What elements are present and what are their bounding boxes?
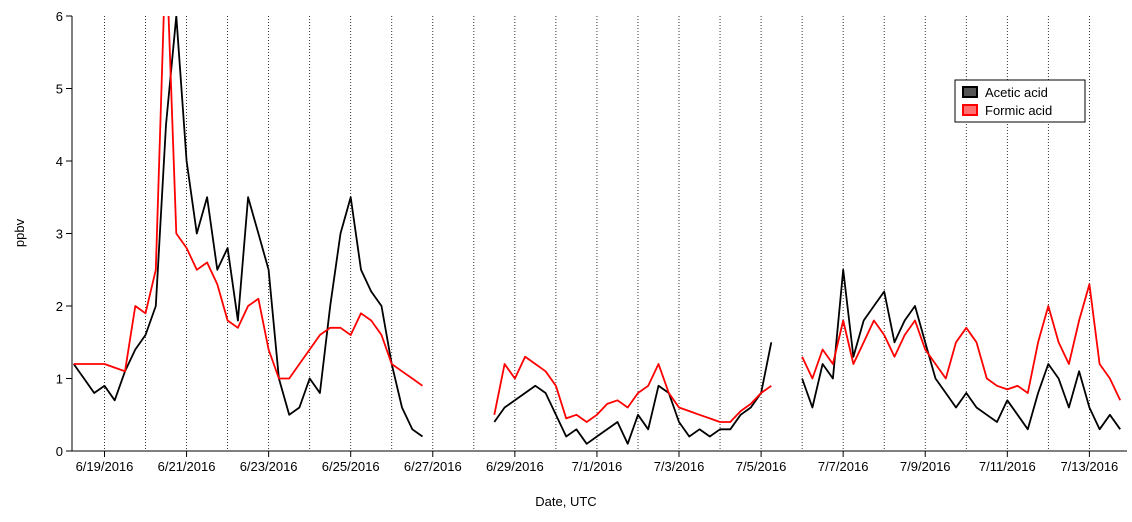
x-tick-label: 7/11/2016 bbox=[979, 459, 1036, 474]
x-tick-label: 6/29/2016 bbox=[486, 459, 544, 474]
x-tick-label: 7/1/2016 bbox=[572, 459, 623, 474]
x-tick-label: 6/21/2016 bbox=[158, 459, 216, 474]
x-tick-label: 7/9/2016 bbox=[900, 459, 951, 474]
legend: Acetic acid Formic acid bbox=[954, 79, 1086, 123]
x-tick-label: 6/23/2016 bbox=[240, 459, 298, 474]
x-tick-label: 7/3/2016 bbox=[654, 459, 705, 474]
x-tick-label: 6/25/2016 bbox=[322, 459, 380, 474]
x-tick-label: 7/5/2016 bbox=[736, 459, 787, 474]
y-tick-label: 1 bbox=[56, 372, 63, 387]
series-line bbox=[73, 16, 1122, 423]
legend-swatch bbox=[962, 104, 978, 116]
y-tick-label: 5 bbox=[56, 82, 63, 97]
legend-label: Formic acid bbox=[985, 103, 1052, 118]
legend-label: Acetic acid bbox=[985, 85, 1048, 100]
y-tick-label: 6 bbox=[56, 9, 63, 24]
x-tick-label: 6/19/2016 bbox=[76, 459, 134, 474]
x-tick-label: 7/7/2016 bbox=[818, 459, 869, 474]
y-tick-label: 2 bbox=[56, 299, 63, 314]
plot-area bbox=[72, 16, 1122, 445]
y-tick-label: 0 bbox=[56, 444, 63, 459]
legend-swatch bbox=[962, 86, 978, 98]
y-axis-label: ppbv bbox=[12, 218, 27, 247]
y-tick-label: 4 bbox=[56, 154, 63, 169]
x-tick-label: 6/27/2016 bbox=[404, 459, 462, 474]
y-tick-label: 3 bbox=[56, 227, 63, 242]
grid bbox=[104, 16, 1090, 451]
series-line bbox=[72, 16, 1121, 445]
axes: 6/19/2016 6/21/2016 6/23/2016 6/25/2016 6/27… bbox=[56, 9, 1127, 474]
x-tick-label: 7/13/2016 bbox=[1060, 459, 1118, 474]
x-axis-label: Date, UTC bbox=[535, 494, 596, 509]
